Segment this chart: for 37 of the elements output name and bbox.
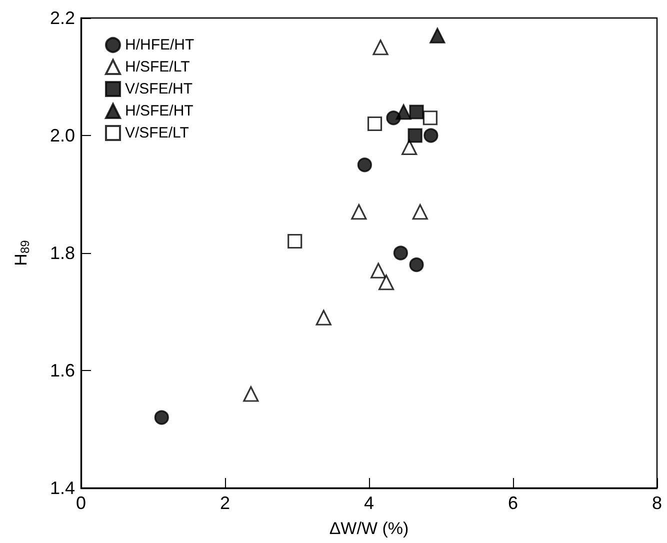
point [316, 310, 332, 326]
x-tick-label: 8 [652, 493, 662, 513]
point [154, 410, 169, 425]
y-tick-label: 1.4 [50, 478, 75, 498]
point [357, 158, 372, 172]
legend-label: V/SFE/LT [125, 124, 189, 142]
point [424, 128, 438, 143]
y-tick-label: 1.6 [50, 360, 75, 380]
point [370, 262, 386, 278]
point [243, 386, 259, 402]
point [409, 257, 424, 272]
x-axis-title: ΔW/W (%) [329, 519, 409, 538]
point [409, 104, 424, 120]
x-tick-label: 2 [220, 493, 230, 513]
point [422, 110, 438, 126]
y-tick-label: 1.8 [50, 243, 75, 263]
legend-label: H/SFE/LT [125, 58, 190, 76]
legend-label: H/SFE/HT [125, 102, 194, 120]
point [430, 28, 446, 44]
point [393, 246, 408, 260]
point [412, 204, 428, 220]
x-tick-label: 0 [76, 493, 86, 513]
y-tick-label: 2.2 [50, 8, 75, 28]
point [367, 116, 382, 132]
point [351, 204, 367, 220]
point [288, 234, 302, 249]
point [402, 139, 418, 156]
legend-label: V/SFE/HT [125, 80, 193, 98]
y-tick-label: 2.0 [50, 126, 75, 146]
x-tick-label: 6 [508, 493, 518, 513]
point [396, 104, 412, 120]
y-axis-title: H89 [12, 240, 32, 266]
point [408, 128, 422, 143]
point [378, 274, 394, 290]
legend-label: H/HFE/HT [125, 36, 194, 54]
x-tick-label: 4 [364, 493, 374, 513]
point [372, 40, 388, 56]
